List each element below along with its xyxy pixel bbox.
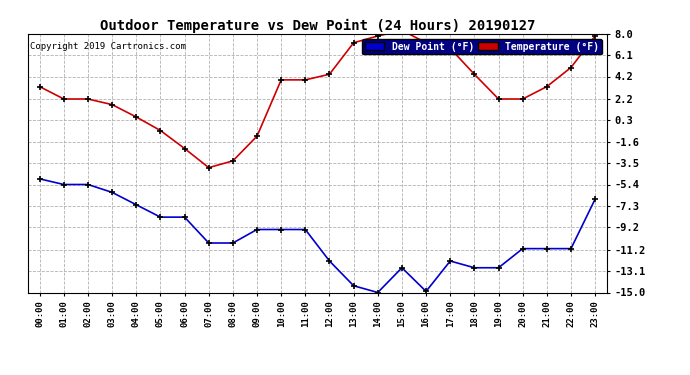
Title: Outdoor Temperature vs Dew Point (24 Hours) 20190127: Outdoor Temperature vs Dew Point (24 Hou… <box>99 18 535 33</box>
Text: Copyright 2019 Cartronics.com: Copyright 2019 Cartronics.com <box>30 42 186 51</box>
Legend: Dew Point (°F), Temperature (°F): Dew Point (°F), Temperature (°F) <box>362 39 602 54</box>
